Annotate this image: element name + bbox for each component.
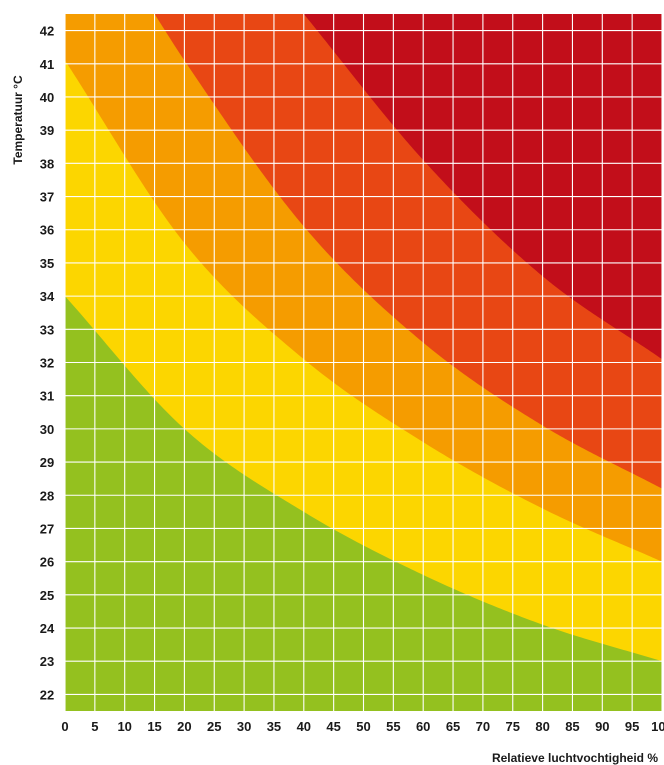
y-tick-label: 32 <box>40 356 54 371</box>
y-tick-label: 41 <box>40 57 54 72</box>
y-tick-label: 42 <box>40 24 54 39</box>
y-tick-label: 27 <box>40 521 54 536</box>
y-tick-label: 34 <box>40 289 55 304</box>
y-tick-label: 37 <box>40 190 54 205</box>
x-tick-label: 20 <box>177 719 191 734</box>
y-tick-label: 40 <box>40 90 54 105</box>
x-tick-label: 60 <box>416 719 430 734</box>
x-tick-label: 85 <box>565 719 579 734</box>
x-tick-label: 50 <box>356 719 370 734</box>
y-tick-label: 23 <box>40 654 54 669</box>
y-tick-label: 28 <box>40 488 54 503</box>
x-tick-label: 45 <box>326 719 340 734</box>
x-tick-labels: 0 5 10 15 20 25 30 35 40 45 50 55 60 65 70 75 80 85 90 95 10… <box>61 719 664 734</box>
y-tick-label: 38 <box>40 156 54 171</box>
y-tick-label: 22 <box>40 687 54 702</box>
y-tick-label: 31 <box>40 389 54 404</box>
x-tick-label: 75 <box>506 719 520 734</box>
x-tick-label: 15 <box>147 719 161 734</box>
x-tick-label: 95 <box>625 719 639 734</box>
y-axis-label: Temperatuur °C <box>11 75 25 165</box>
gridlines <box>64 14 663 711</box>
y-tick-label: 26 <box>40 555 54 570</box>
x-tick-label: 10 <box>117 719 131 734</box>
x-axis-label: Relatieve luchtvochtigheid % <box>492 751 658 765</box>
y-tick-label: 29 <box>40 455 54 470</box>
y-tick-label: 25 <box>40 588 54 603</box>
x-tick-label: 5 <box>91 719 98 734</box>
y-tick-label: 30 <box>40 422 54 437</box>
y-tick-label: 24 <box>40 621 55 636</box>
x-tick-label: 30 <box>237 719 251 734</box>
x-tick-label: 70 <box>476 719 490 734</box>
y-tick-labels: 22 23 24 25 26 27 28 29 30 31 32 33 34 35 36 37 38 39 40 41… <box>40 24 55 703</box>
y-tick-label: 35 <box>40 256 54 271</box>
x-tick-label: 0 <box>61 719 68 734</box>
x-tick-label: 100 <box>651 719 664 734</box>
x-tick-label: 35 <box>267 719 281 734</box>
x-tick-label: 55 <box>386 719 400 734</box>
x-tick-label: 25 <box>207 719 221 734</box>
x-tick-label: 40 <box>297 719 311 734</box>
y-tick-label: 36 <box>40 223 54 238</box>
x-tick-label: 80 <box>535 719 549 734</box>
x-tick-label: 65 <box>446 719 460 734</box>
y-tick-label: 33 <box>40 322 54 337</box>
x-tick-label: 90 <box>595 719 609 734</box>
y-tick-label: 39 <box>40 123 54 138</box>
